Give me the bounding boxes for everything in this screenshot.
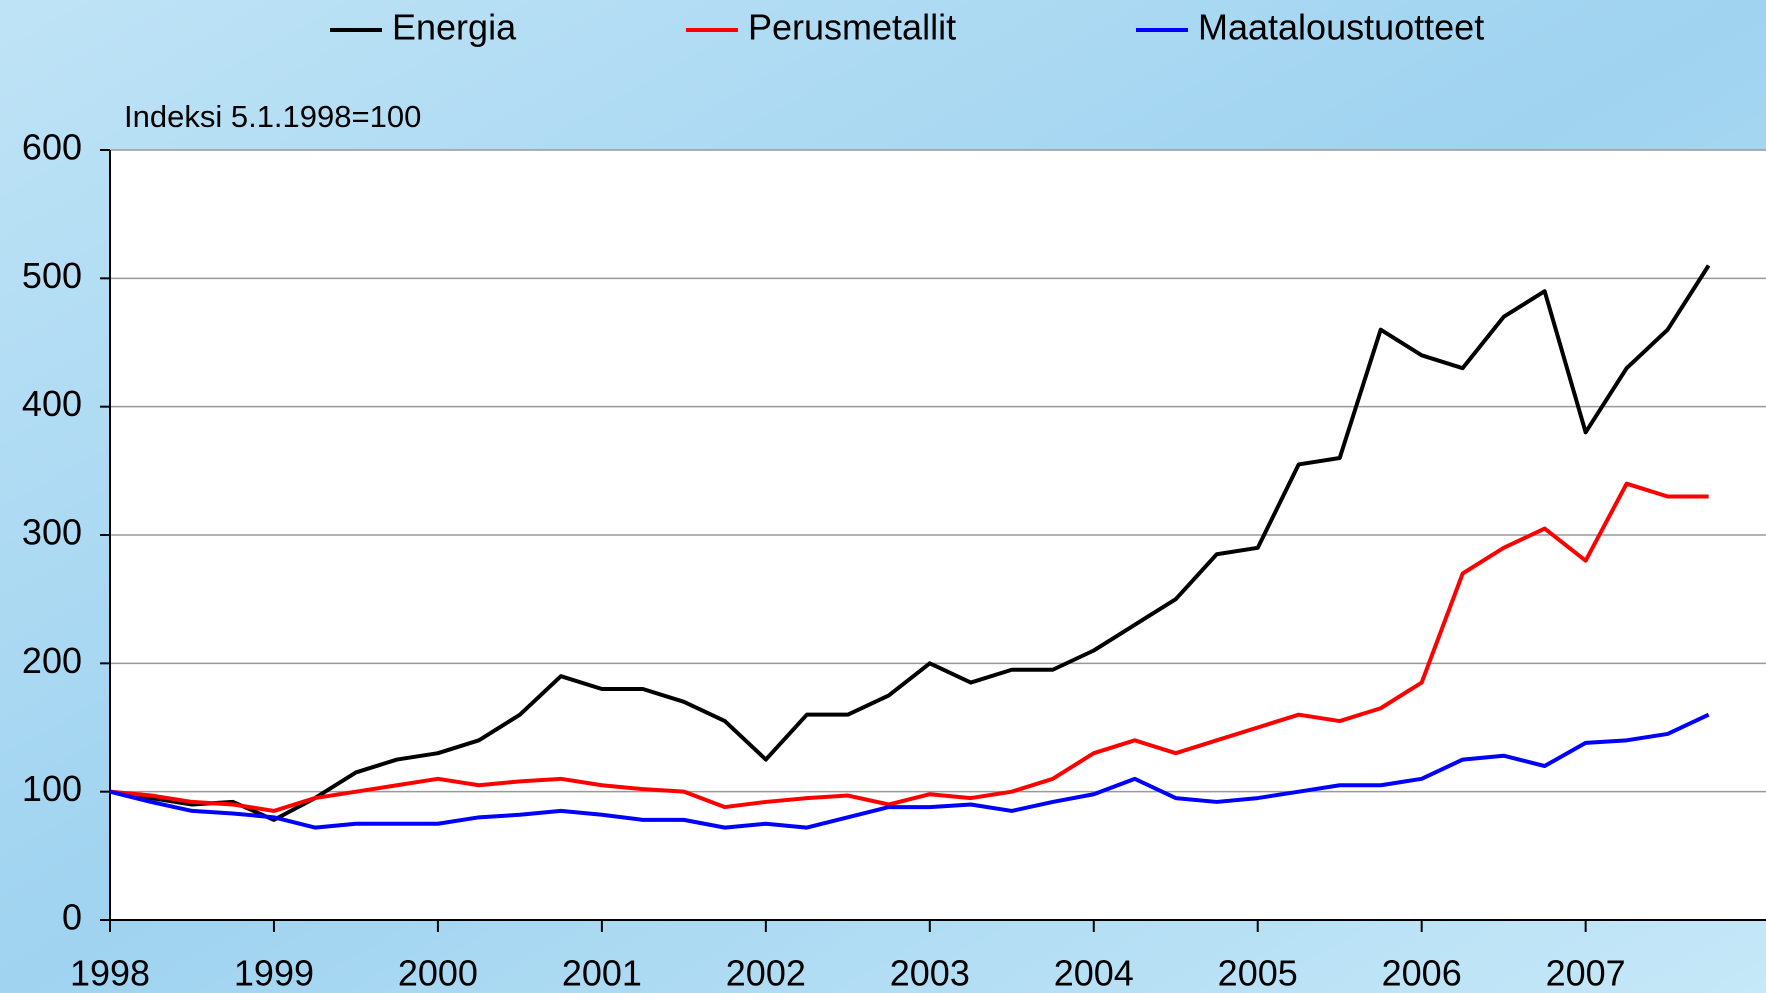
x-tick-label: 2002 [726,953,806,993]
y-tick-label: 200 [22,640,82,681]
series-line [109,264,1711,822]
y-tick-label: 100 [22,768,82,809]
y-tick-label: 0 [62,897,82,938]
x-tick-label: 2007 [1546,953,1626,993]
series-line [109,481,1709,813]
y-tick-label: 300 [22,512,82,553]
x-tick-label: 2001 [562,953,642,993]
y-tick-label: 400 [22,383,82,424]
series-line [109,712,1710,830]
x-tick-label: 1999 [234,953,314,993]
x-tick-label: 1998 [70,953,150,993]
x-tick-label: 2004 [1054,953,1134,993]
y-tick-label: 600 [22,127,82,168]
x-tick-label: 2000 [398,953,478,993]
x-tick-label: 2003 [890,953,970,993]
x-tick-label: 2006 [1382,953,1462,993]
legend-label: Perusmetallit [748,7,956,48]
x-tick-label: 2005 [1218,953,1298,993]
legend-label: Maataloustuotteet [1198,7,1484,48]
legend-label: Energia [392,7,517,48]
y-tick-label: 500 [22,255,82,296]
annotation: Indeksi 5.1.1998=100 [124,99,421,134]
